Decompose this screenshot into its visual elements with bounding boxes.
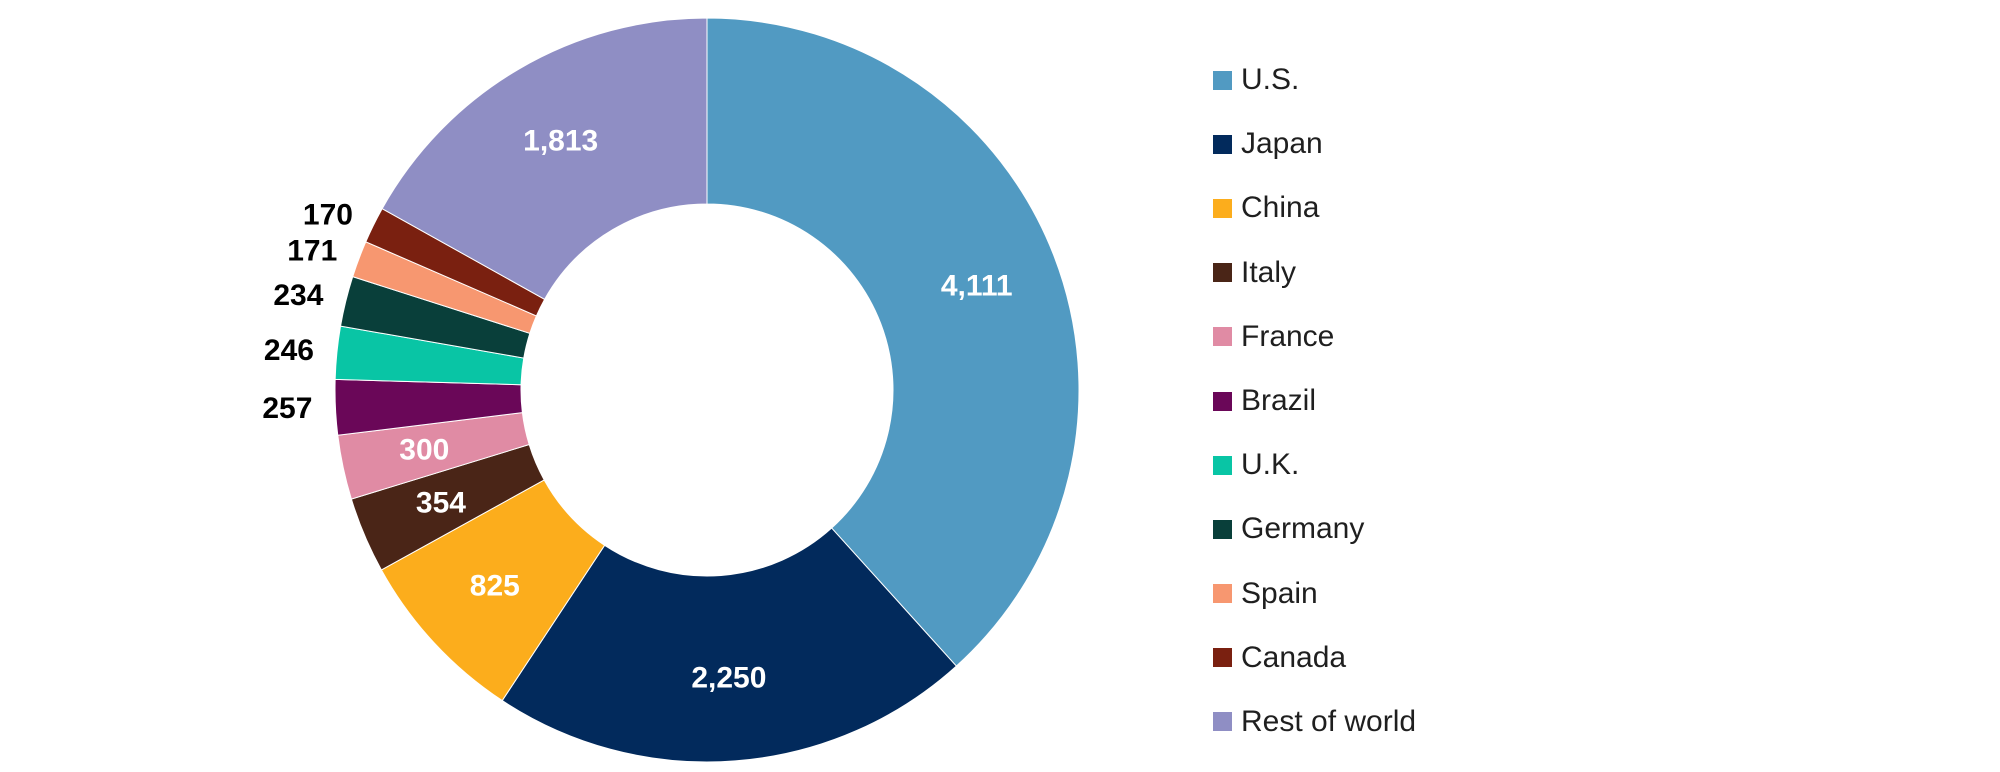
legend-label: Spain — [1241, 576, 1318, 610]
legend-label: China — [1241, 191, 1320, 225]
legend-swatch — [1213, 391, 1232, 411]
data-label-brazil: 257 — [262, 392, 312, 425]
slice-rest-of-world — [381, 17, 708, 301]
legend-swatch — [1213, 519, 1232, 539]
legend-item-italy: Italy — [1213, 241, 1416, 305]
data-label-japan: 2,250 — [691, 662, 766, 695]
legend-swatch — [1213, 584, 1232, 604]
legend-item-brazil: Brazil — [1213, 369, 1416, 433]
legend-label: France — [1241, 319, 1335, 353]
data-label-china: 825 — [470, 570, 520, 603]
legend-swatch — [1213, 712, 1232, 732]
data-label-france: 300 — [399, 434, 449, 467]
data-label-rest-of-world: 1,813 — [523, 124, 598, 157]
data-label-u-s: 4,111 — [941, 270, 1013, 303]
legend-label: Germany — [1241, 512, 1365, 546]
legend-item-china: China — [1213, 176, 1416, 240]
data-label-spain: 171 — [287, 234, 337, 267]
legend-item-germany: Germany — [1213, 497, 1416, 561]
legend-label: Rest of world — [1241, 704, 1417, 738]
legend-label: Brazil — [1241, 384, 1317, 418]
chart-legend: U.S. Japan China Italy France Brazil U.K. Germa… — [1213, 48, 1416, 754]
legend-swatch — [1213, 134, 1232, 154]
legend-item-japan: Japan — [1213, 112, 1416, 176]
legend-item-rest-of-world: Rest of world — [1213, 690, 1416, 754]
legend-item-canada: Canada — [1213, 626, 1416, 690]
data-label-canada: 170 — [303, 198, 353, 231]
legend-swatch — [1213, 327, 1232, 347]
legend-label: Canada — [1241, 640, 1347, 674]
legend-swatch — [1213, 70, 1232, 90]
legend-label: U.S. — [1241, 63, 1300, 97]
legend-item-u-s: U.S. — [1213, 48, 1416, 112]
slice-u-s — [706, 17, 1080, 667]
legend-label: U.K. — [1241, 448, 1300, 482]
legend-label: Italy — [1241, 255, 1297, 289]
data-label-italy: 354 — [416, 486, 466, 519]
data-label-germany: 234 — [273, 279, 323, 312]
legend-label: Japan — [1241, 127, 1323, 161]
legend-swatch — [1213, 648, 1232, 668]
slice-japan — [501, 527, 958, 763]
legend-swatch — [1213, 263, 1232, 283]
legend-item-u-k: U.K. — [1213, 433, 1416, 497]
legend-swatch — [1213, 455, 1232, 475]
legend-item-spain: Spain — [1213, 562, 1416, 626]
legend-item-france: France — [1213, 305, 1416, 369]
data-label-u-k: 246 — [264, 334, 314, 367]
legend-swatch — [1213, 198, 1232, 218]
